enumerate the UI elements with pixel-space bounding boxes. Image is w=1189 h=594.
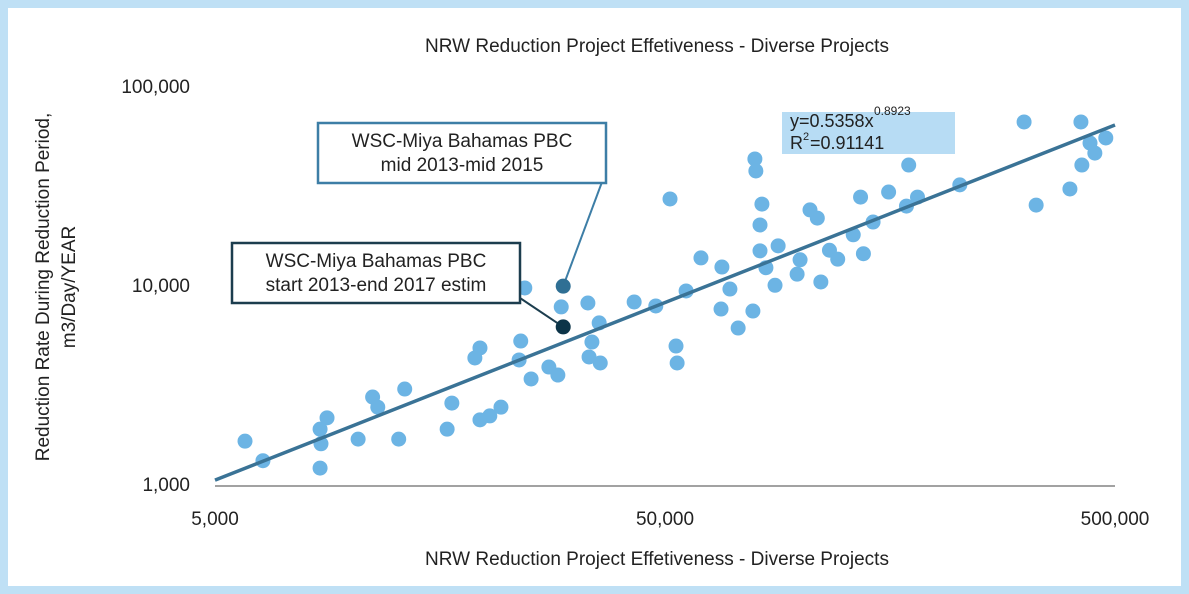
data-point <box>397 381 413 397</box>
data-point <box>747 151 763 167</box>
r2-label: R <box>790 133 803 153</box>
y-tick-label: 100,000 <box>121 77 190 98</box>
x-axis-label: NRW Reduction Project Effetiveness - Div… <box>425 549 889 570</box>
y-axis-label: Reduction Rate During Reduction Period, <box>33 113 54 462</box>
data-point <box>592 355 608 371</box>
data-point <box>439 421 455 437</box>
data-point <box>748 163 764 179</box>
r2-sup: 2 <box>803 131 809 143</box>
data-point <box>523 371 539 387</box>
y-tick-label: 1,000 <box>142 475 190 496</box>
data-point <box>1073 114 1089 130</box>
callout-box <box>230 241 522 305</box>
x-tick-label: 50,000 <box>636 509 694 530</box>
trendline <box>214 123 1116 482</box>
data-point <box>693 250 709 266</box>
data-point <box>745 303 761 319</box>
data-point <box>855 246 871 262</box>
data-point <box>237 433 253 449</box>
data-point <box>792 252 808 268</box>
equation: y=0.5358x <box>790 111 874 131</box>
data-point <box>553 299 569 315</box>
callout-box <box>316 121 608 185</box>
data-point <box>1098 130 1114 146</box>
data-point <box>669 355 685 371</box>
data-point <box>809 210 825 226</box>
y-axis-label: m3/Day/YEAR <box>59 226 80 348</box>
equation-box <box>782 112 955 154</box>
x-tick-label: 5,000 <box>191 509 239 530</box>
data-point <box>1087 145 1103 161</box>
data-point <box>668 338 684 354</box>
data-point <box>730 320 746 336</box>
data-point <box>830 251 846 267</box>
data-point <box>853 189 869 205</box>
data-point <box>752 217 768 233</box>
x-tick-label: 500,000 <box>1081 509 1150 530</box>
equation-exponent: 0.8923 <box>874 104 911 118</box>
data-point <box>754 196 770 212</box>
callout-leader <box>562 181 603 287</box>
callout-text: WSC-Miya Bahamas PBC <box>352 131 573 152</box>
data-point <box>550 367 566 383</box>
callout-leader <box>519 297 564 328</box>
highlight-point <box>555 278 571 294</box>
callout-text: mid 2013-mid 2015 <box>381 155 544 176</box>
chart-title: NRW Reduction Project Effetiveness - Div… <box>425 36 889 57</box>
data-point <box>722 281 738 297</box>
data-point <box>1074 157 1090 173</box>
r2-value: =0.91141 <box>810 133 884 153</box>
data-point <box>770 238 786 254</box>
data-point <box>789 266 805 282</box>
data-point <box>513 333 529 349</box>
data-point <box>901 157 917 173</box>
data-point <box>472 340 488 356</box>
data-point <box>312 460 328 476</box>
data-point <box>391 431 407 447</box>
data-point <box>881 184 897 200</box>
callout-text: WSC-Miya Bahamas PBC <box>266 251 487 272</box>
data-point <box>714 259 730 275</box>
data-point <box>767 277 783 293</box>
data-point <box>1062 181 1078 197</box>
data-point <box>493 399 509 415</box>
data-point <box>713 301 729 317</box>
data-point <box>312 421 328 437</box>
data-point <box>581 349 597 365</box>
chart-background <box>8 8 1181 586</box>
data-point <box>584 334 600 350</box>
callout-text: start 2013-end 2017 estim <box>266 275 487 296</box>
data-point <box>350 431 366 447</box>
data-point <box>662 191 678 207</box>
data-point <box>813 274 829 290</box>
y-tick-label: 10,000 <box>132 276 190 297</box>
highlight-point <box>555 319 571 335</box>
data-point <box>482 408 498 424</box>
data-point <box>580 295 596 311</box>
data-point <box>1028 197 1044 213</box>
data-point <box>444 395 460 411</box>
data-point <box>626 294 642 310</box>
data-point <box>752 243 768 259</box>
data-point <box>319 410 335 426</box>
data-point <box>1016 114 1032 130</box>
data-point <box>370 399 386 415</box>
